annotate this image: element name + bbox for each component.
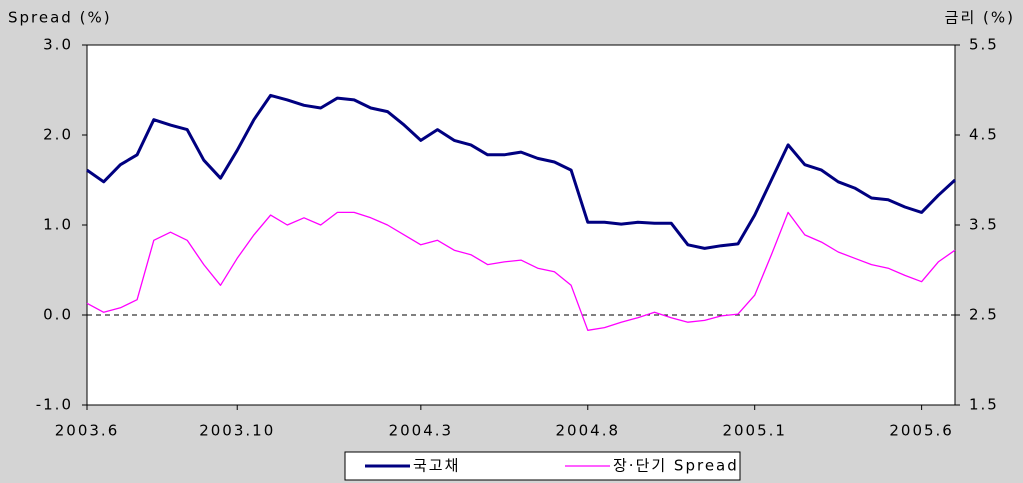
y2-tick-label: 3.5 — [969, 216, 999, 234]
x-tick-label: 2003.6 — [55, 422, 120, 440]
series-line — [86, 93, 957, 250]
y-tick-label: 1.0 — [43, 216, 73, 234]
series-line — [86, 211, 956, 331]
y2-tick-label: 2.5 — [969, 306, 999, 324]
plot-area — [86, 44, 956, 406]
x-tick-label: 2003.10 — [199, 422, 275, 440]
y-tick-label: 0.0 — [43, 306, 73, 324]
x-tick-label: 2005.6 — [889, 422, 954, 440]
x-tick-label: 2004.8 — [556, 422, 621, 440]
legend — [344, 451, 741, 481]
y-axis-title: Spread (%) — [8, 9, 112, 27]
y-tick-label: 3.0 — [43, 36, 73, 54]
y2-tick-label: 5.5 — [969, 36, 999, 54]
y-tick-label: 2.0 — [43, 126, 73, 144]
legend-label: 장·단기 Spread — [613, 457, 739, 475]
x-tick-label: 2004.3 — [389, 422, 454, 440]
x-tick-label: 2005.1 — [722, 422, 787, 440]
y2-tick-label: 4.5 — [969, 126, 999, 144]
y2-tick-label: 1.5 — [969, 396, 999, 414]
legend-label: 국고채 — [413, 457, 460, 475]
y2-axis-title: 금리 (%) — [945, 9, 1015, 27]
y-tick-label: -1.0 — [36, 396, 73, 414]
